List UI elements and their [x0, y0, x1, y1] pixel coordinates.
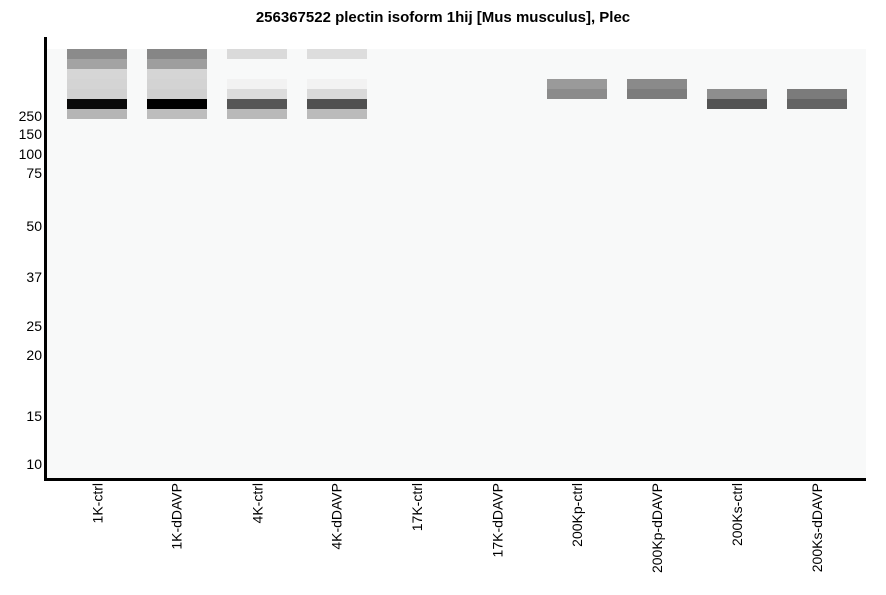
lane-band	[67, 59, 127, 69]
lane-band	[547, 79, 607, 89]
y-tick-label: 50	[26, 217, 42, 234]
lane-band	[67, 99, 127, 109]
lane-band	[307, 49, 367, 59]
lane-band	[67, 79, 127, 89]
y-tick-label: 150	[18, 126, 42, 142]
lane-band	[147, 59, 207, 69]
lane-band	[227, 99, 287, 109]
lane-band	[147, 89, 207, 99]
lane-label-text: 200Kp-dDAVP	[649, 483, 665, 574]
lane-label-text: 4K-ctrl	[249, 483, 265, 524]
chart-title: 256367522 plectin isoform 1hij [Mus musc…	[255, 9, 631, 26]
lane-band	[67, 89, 127, 99]
y-tick-label: 100	[18, 145, 42, 162]
lane-band	[227, 109, 287, 119]
y-tick-label: 75	[26, 165, 42, 181]
lane-label-text: 17K-dDAVP	[489, 483, 505, 558]
lane-label-text: 200Ks-ctrl	[729, 483, 745, 547]
lane-band	[147, 49, 207, 59]
lane-band	[227, 89, 287, 99]
lane-label-text: 1K-dDAVP	[169, 483, 185, 550]
lane-band	[147, 109, 207, 119]
y-tick-label: 15	[26, 408, 42, 424]
lane-band	[307, 79, 367, 89]
lane-band	[227, 49, 287, 59]
lane-band	[787, 99, 847, 109]
lane-band	[67, 69, 127, 79]
lane-band	[147, 69, 207, 79]
lane-band	[147, 79, 207, 89]
lane-band	[67, 49, 127, 59]
lane-label-text: 17K-ctrl	[409, 483, 425, 532]
y-axis-line	[44, 37, 47, 481]
lane-band	[627, 79, 687, 89]
lane-label-text: 1K-ctrl	[89, 483, 105, 524]
lane-band	[227, 79, 287, 89]
lane-band	[307, 99, 367, 109]
lane-label-text: 4K-dDAVP	[329, 483, 345, 550]
y-tick-label: 250	[18, 108, 42, 124]
x-axis-line	[44, 478, 866, 481]
y-tick-label: 20	[26, 347, 42, 363]
lane-label-text: 200Ks-dDAVP	[809, 483, 825, 573]
lane-label-text: 200Kp-ctrl	[569, 483, 585, 547]
lane-band	[787, 89, 847, 99]
y-tick-label: 10	[26, 456, 42, 472]
lane-band	[147, 99, 207, 109]
lane-band	[67, 109, 127, 119]
lane-band	[627, 89, 687, 99]
lane-band	[307, 89, 367, 99]
lane-band	[707, 99, 767, 109]
lane-band	[307, 109, 367, 119]
plot-area	[47, 49, 866, 478]
y-tick-label: 25	[26, 317, 42, 334]
lane-band	[707, 89, 767, 99]
y-tick-label: 37	[26, 269, 42, 285]
lane-band	[547, 89, 607, 99]
